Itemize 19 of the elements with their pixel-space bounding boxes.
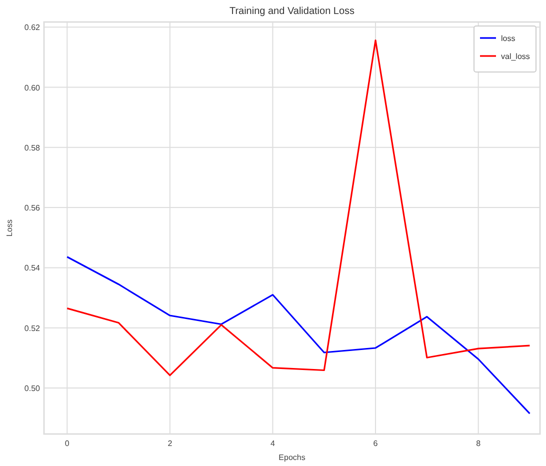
x-axis-title: Epochs (278, 453, 306, 462)
x-tick-label: 4 (270, 439, 276, 448)
y-tick-label: 0.52 (24, 324, 41, 333)
legend-label: loss (501, 34, 516, 43)
y-axis-title: Loss (5, 220, 14, 236)
y-tick-label: 0.54 (24, 264, 41, 273)
x-tick-label: 6 (373, 439, 378, 448)
y-tick-label: 0.50 (24, 384, 41, 393)
line-series (66, 40, 531, 376)
y-tick-label: 0.62 (24, 23, 41, 32)
x-tick-label: 2 (168, 439, 173, 448)
legend-label: val_loss (501, 52, 530, 61)
x-tick-label: 8 (476, 439, 482, 448)
y-tick-label: 0.58 (24, 143, 41, 152)
chart-title: Training and Validation Loss (229, 6, 355, 17)
line-series (66, 256, 531, 414)
y-tick-label: 0.56 (24, 204, 41, 213)
x-tick-label: 0 (64, 439, 70, 448)
y-tick-label: 0.60 (24, 83, 41, 92)
